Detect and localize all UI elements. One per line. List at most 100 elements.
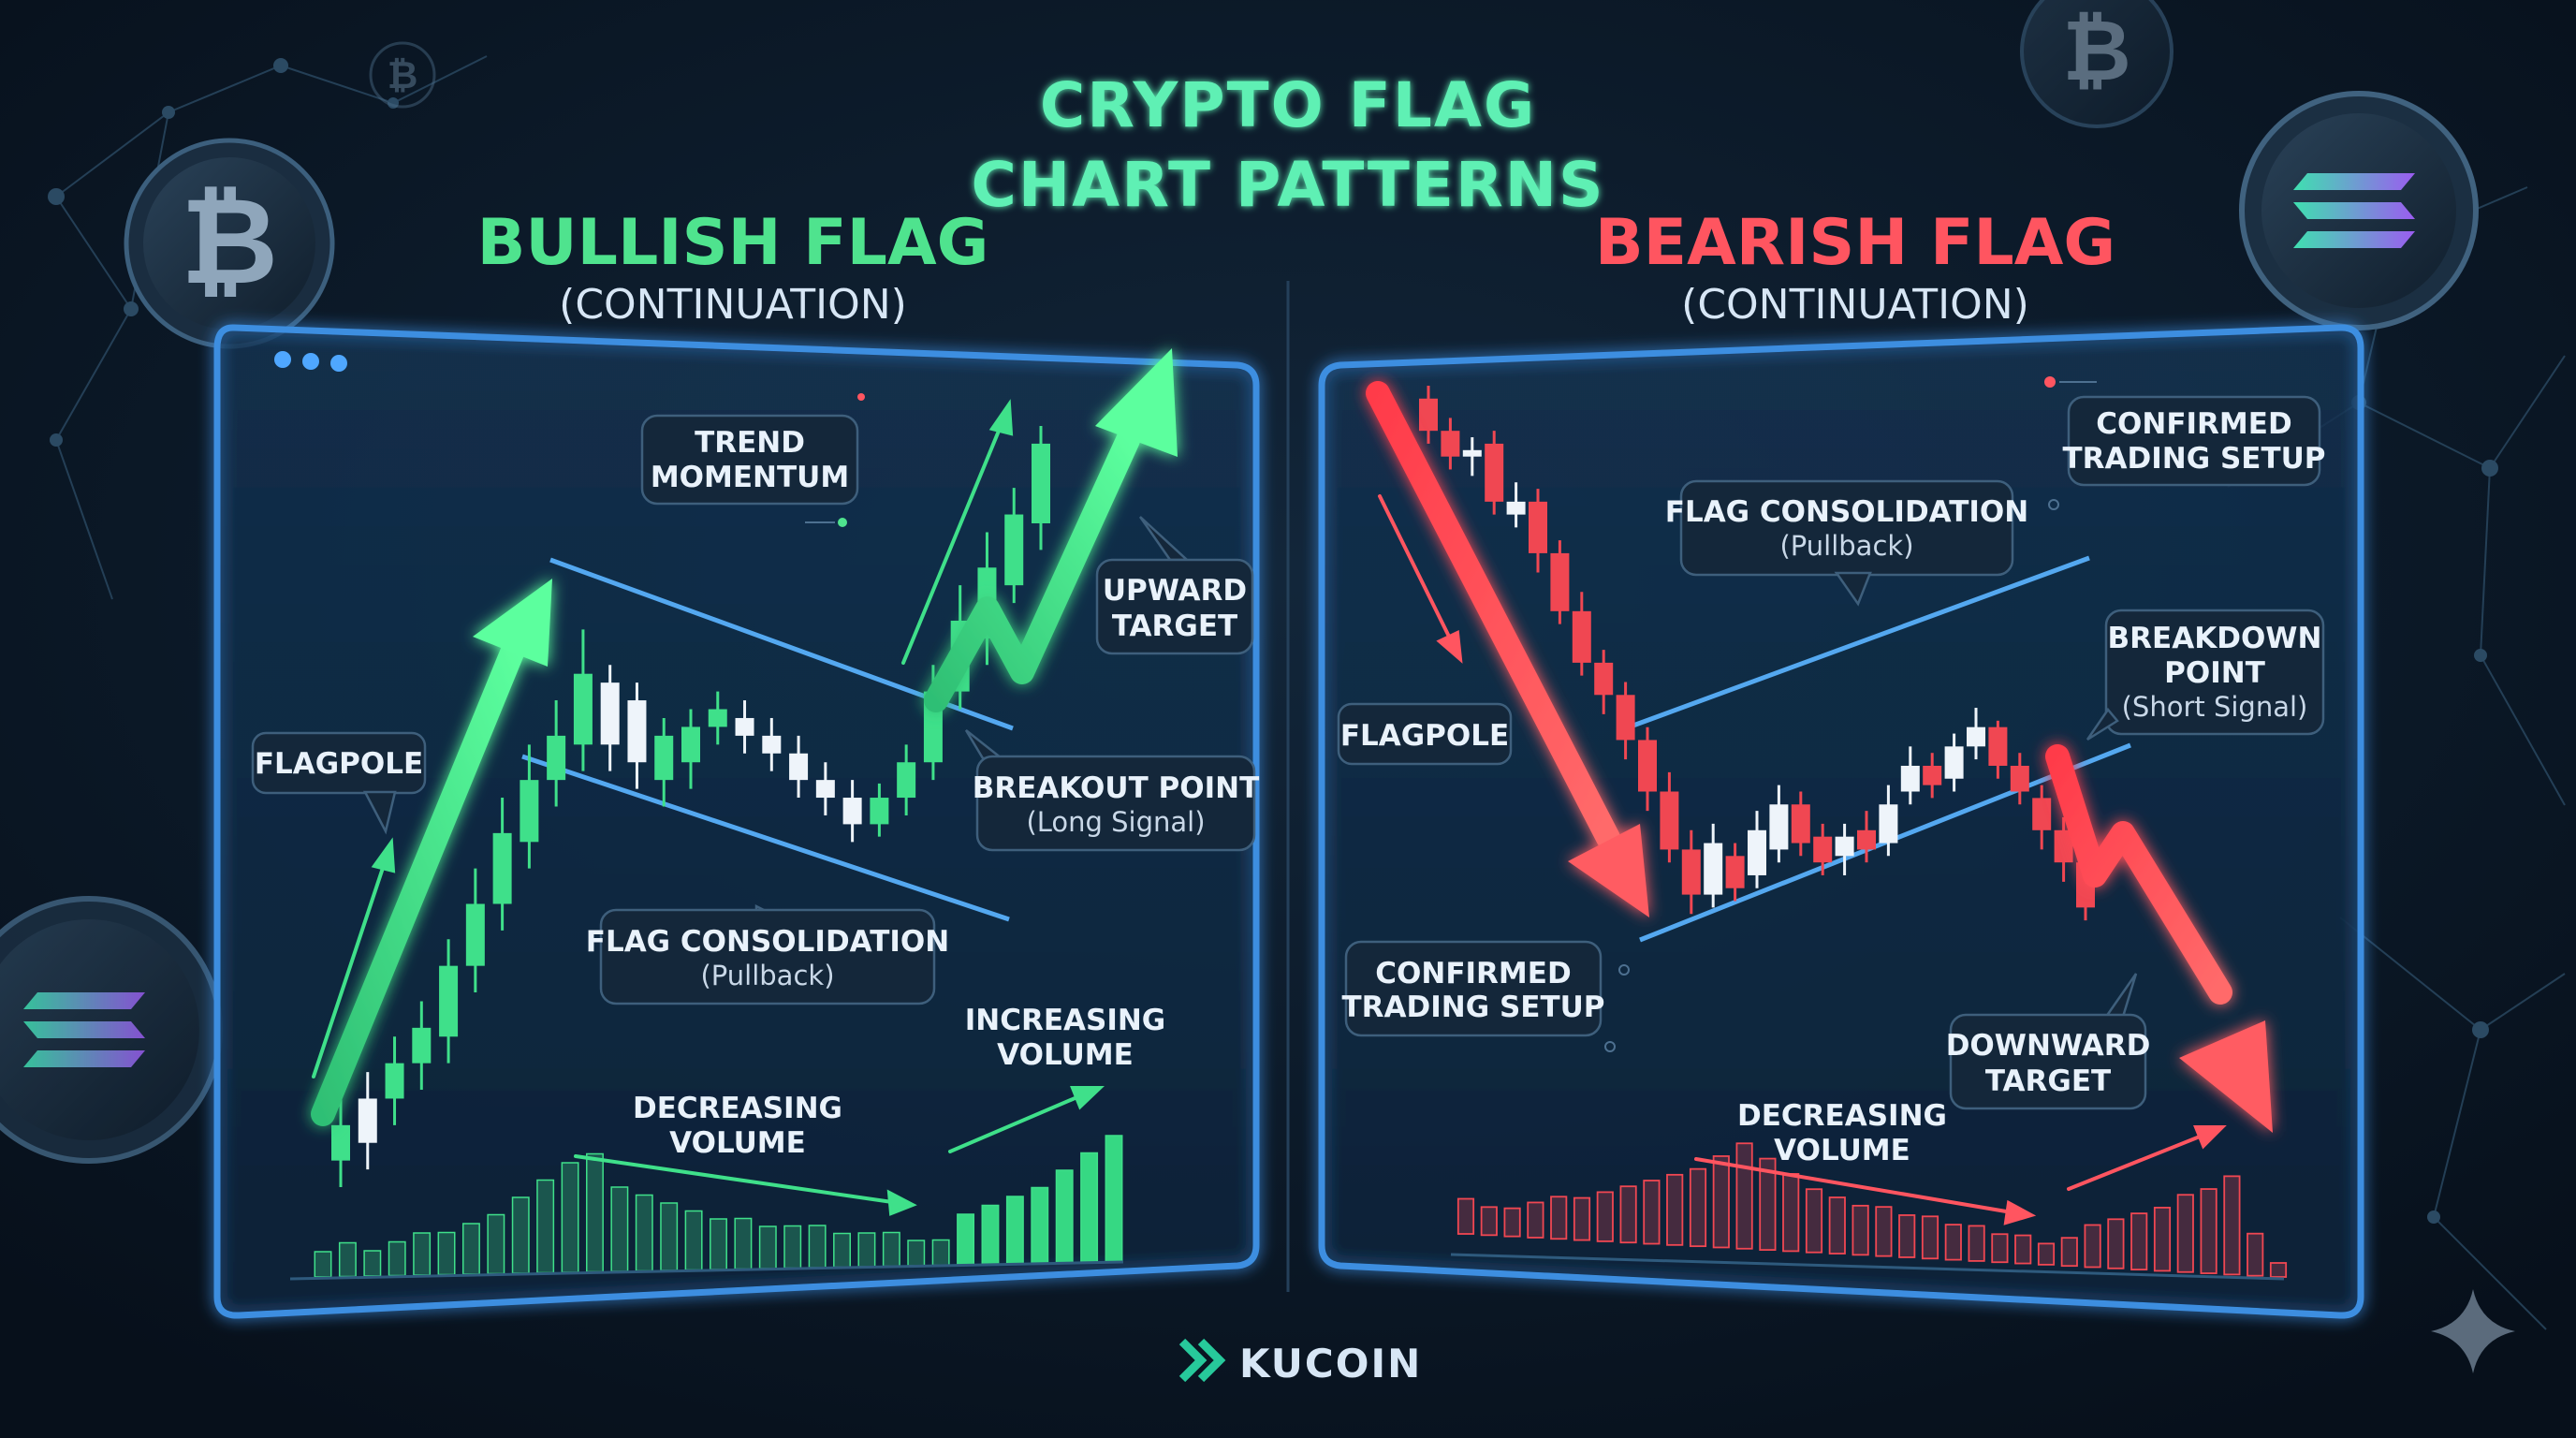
- bear-confirmed-top-line1: CONFIRMED: [2096, 407, 2291, 441]
- bear-volume-bar: [2107, 1218, 2125, 1269]
- bull-volume-bar: [314, 1251, 332, 1278]
- bull-decreasing-volume-line1: DECREASING: [633, 1092, 842, 1125]
- bear-volume-bar: [1619, 1185, 1637, 1244]
- breakout-signal-label: (Long Signal): [1026, 806, 1205, 838]
- bull-candle: [358, 1072, 377, 1170]
- bear-candle: [1900, 746, 1920, 805]
- bear-candle: [1550, 540, 1570, 624]
- bear-volume-bar: [1712, 1155, 1730, 1249]
- bull-volume-bar: [783, 1225, 802, 1269]
- trend-momentum-label-line2: MOMENTUM: [651, 461, 849, 494]
- bear-confirmed-setup-bottom-callout: CONFIRMED TRADING SETUP: [1342, 940, 1605, 1037]
- brand-label: KUCOIN: [1239, 1341, 1422, 1387]
- bull-volume-bar: [338, 1241, 357, 1278]
- bull-candle: [815, 762, 835, 815]
- bear-candle: [1923, 753, 1942, 799]
- bear-candle: [1769, 785, 1789, 863]
- bull-candle: [870, 783, 889, 837]
- bullish-panel: [213, 324, 1260, 1319]
- bull-candle: [1032, 426, 1050, 550]
- bull-flagpole-arrow: [311, 579, 552, 1126]
- bear-candle: [1704, 823, 1723, 908]
- bull-flag-consolidation-callout: FLAG CONSOLIDATION (Pullback): [586, 903, 949, 1005]
- bull-candle: [735, 700, 754, 754]
- downward-target-line2: TARGET: [1985, 1064, 2111, 1098]
- breakdown-point-callout: BREAKDOWN POINT (Short Signal): [2086, 609, 2325, 741]
- bull-candle: [762, 717, 782, 771]
- bull-volume-bar: [758, 1225, 777, 1269]
- solana-coin-icon: [2239, 91, 2479, 330]
- bull-volume-bar: [1080, 1152, 1099, 1264]
- bitcoin-coin-icon-small: ₿: [2020, 0, 2174, 128]
- bear-volume-bar: [2269, 1262, 2288, 1278]
- bull-volume-bar: [363, 1250, 382, 1277]
- kucoin-logo-icon: [1178, 1338, 1226, 1383]
- bull-flagpole-label: FLAGPOLE: [255, 747, 423, 781]
- bull-candle: [520, 744, 539, 869]
- bull-volume-bar: [1031, 1186, 1049, 1265]
- bear-candle: [1857, 811, 1876, 863]
- bear-candle: [1835, 823, 1854, 875]
- increasing-volume-line2: VOLUME: [997, 1038, 1134, 1072]
- bitcoin-coin-icon-tiny: ₿: [369, 41, 436, 109]
- bull-flag-consolidation-label: FLAG CONSOLIDATION: [586, 925, 949, 959]
- bull-volume-bar: [561, 1162, 579, 1273]
- bear-candle: [1441, 418, 1460, 470]
- main-title-line2: CHART PATTERNS: [971, 149, 1604, 221]
- bull-volume-bar: [907, 1240, 926, 1267]
- bear-volume-bar: [1550, 1196, 1568, 1240]
- bull-volume-bar: [635, 1194, 653, 1272]
- bear-volume-bar: [2037, 1242, 2056, 1266]
- bull-candle: [331, 1098, 350, 1187]
- bear-volume-bar: [1898, 1214, 1916, 1258]
- bear-candle: [1572, 592, 1591, 676]
- bear-volume-bar: [2060, 1237, 2078, 1268]
- bull-volume-bar: [1105, 1135, 1123, 1263]
- bear-volume-bar: [1456, 1197, 1475, 1235]
- bear-volume-bar: [2223, 1175, 2241, 1276]
- bear-candle: [1462, 437, 1482, 477]
- bear-volume-bar: [1968, 1225, 1985, 1262]
- bull-candle: [708, 691, 727, 745]
- downward-target-line1: DOWNWARD: [1946, 1029, 2151, 1063]
- bear-volume-bar: [1944, 1224, 1962, 1261]
- svg-text:₿: ₿: [2062, 2, 2130, 100]
- trend-momentum-label-line1: TREND: [695, 426, 805, 460]
- downward-target-callout: DOWNWARD TARGET: [1946, 973, 2151, 1110]
- bull-volume-bar: [882, 1231, 900, 1268]
- bear-volume-bar: [1596, 1191, 1614, 1242]
- bull-candle: [465, 868, 485, 993]
- bull-candle: [681, 709, 700, 789]
- bull-volume-bar: [734, 1217, 753, 1270]
- bear-volume-bar: [1527, 1201, 1544, 1239]
- bitcoin-coin-icon: ₿: [124, 138, 335, 349]
- bear-candle: [1506, 482, 1526, 528]
- bear-volume-bar: [1689, 1167, 1707, 1248]
- bear-volume-bar: [2084, 1224, 2101, 1269]
- bull-volume-bar: [1005, 1196, 1024, 1265]
- bear-confirmed-bottom-line2: TRADING SETUP: [1342, 990, 1605, 1024]
- bear-pullback-label: (Pullback): [1779, 530, 1913, 562]
- bull-volume-bar: [1055, 1169, 1074, 1264]
- bear-volume-bar: [1805, 1188, 1823, 1254]
- bull-volume-bars: [314, 1135, 1123, 1278]
- bear-volume-bar: [2247, 1232, 2264, 1277]
- bull-volume-bar: [931, 1239, 950, 1267]
- bear-confirmed-bottom-line1: CONFIRMED: [1375, 957, 1571, 990]
- bull-volume-bar: [437, 1231, 456, 1276]
- bull-volume-bar: [981, 1204, 1000, 1266]
- bull-candle: [573, 629, 593, 771]
- bull-candle: [789, 735, 809, 799]
- bear-volume-bar: [1852, 1204, 1869, 1256]
- bull-volume-bar: [857, 1232, 876, 1268]
- bear-candle: [1594, 650, 1614, 714]
- breakdown-label-line1: BREAKDOWN: [2108, 622, 2322, 655]
- bear-candle: [1748, 811, 1766, 888]
- bear-candle: [1944, 733, 1964, 792]
- bear-decreasing-volume-line2: VOLUME: [1774, 1134, 1910, 1167]
- bear-volume-bar: [2014, 1234, 2032, 1265]
- bear-volume-baseline: [1450, 1253, 2285, 1281]
- breakdown-label-line2: POINT: [2164, 656, 2265, 690]
- bull-volume-bar: [610, 1186, 629, 1272]
